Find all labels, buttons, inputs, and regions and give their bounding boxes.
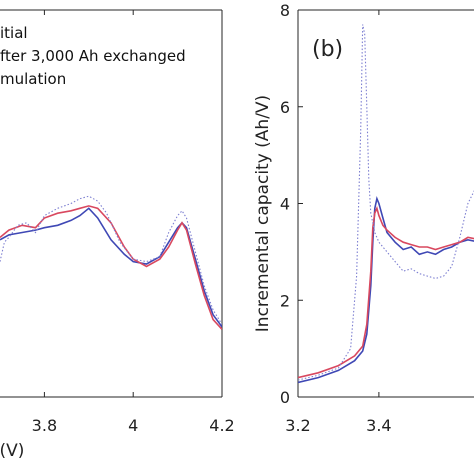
- y-tick-label: 2: [280, 291, 290, 310]
- y-tick-label: 8: [280, 1, 290, 20]
- panel-b: 3.2 3.4 0 2 4 6 8 Incremental capacity (Ah/V) (b…: [253, 1, 474, 435]
- x-axis-label: (V): [0, 441, 24, 461]
- x-tick-label: 4.2: [209, 416, 234, 435]
- legend-entry: mulation: [0, 70, 66, 88]
- series-group: [0, 195, 222, 330]
- y-tick-label: 6: [280, 98, 290, 117]
- series-line-0: [0, 207, 222, 328]
- legend-entry: fter 3,000 Ah exchanged: [0, 47, 186, 65]
- panel-label: (b): [312, 37, 343, 62]
- series-group: [298, 24, 474, 384]
- y-tick-label: 4: [280, 195, 290, 214]
- x-tick-label: 3.2: [285, 416, 310, 435]
- series-line-0: [298, 196, 474, 384]
- x-tick-label: 4: [128, 416, 138, 435]
- series-line-2: [298, 24, 474, 381]
- x-tick-label: 3.4: [366, 416, 391, 435]
- series-line-1: [0, 205, 222, 330]
- panel-a: 3.8 4 4.2 (V) itial fter 3,000 Ah exchanged mu…: [0, 9, 235, 461]
- series-line-1: [298, 205, 474, 379]
- legend-entry: itial: [0, 24, 28, 42]
- y-tick-label: 0: [280, 388, 290, 407]
- x-tick-label: 3.8: [32, 416, 57, 435]
- series-line-2: [0, 195, 222, 325]
- y-axis-label: Incremental capacity (Ah/V): [253, 95, 273, 332]
